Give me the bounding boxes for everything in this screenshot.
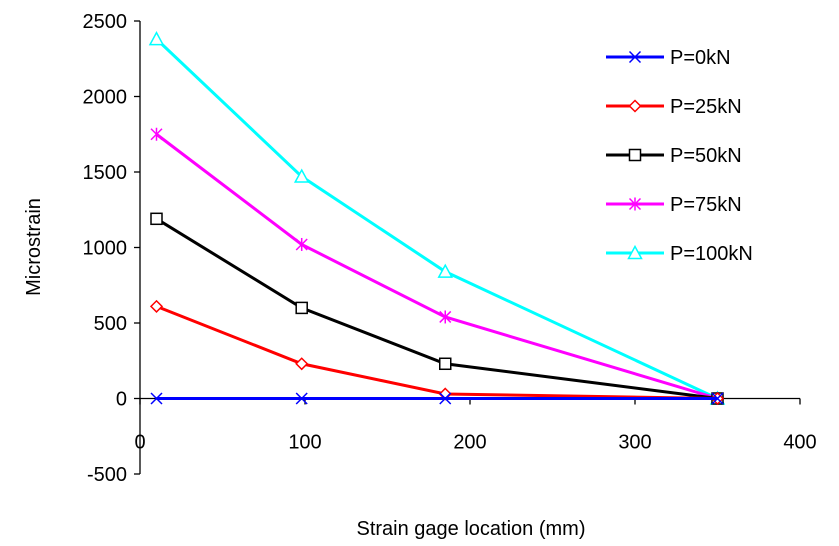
series-line: [155, 38, 719, 400]
y-tick-label: 2000: [83, 87, 128, 109]
data-point: [150, 212, 163, 226]
series-p-100kn: [148, 31, 726, 405]
y-tick-label: 2500: [83, 11, 128, 33]
legend-marker: [628, 197, 642, 211]
y-tick-label: 500: [94, 313, 127, 335]
data-point: [437, 263, 454, 278]
axes: -500 0 500 1000 1500 2000 2500 0 100 200 300 400: [83, 11, 817, 486]
y-tick-label: 1000: [83, 238, 128, 260]
data-point: [149, 299, 164, 313]
legend-item: P=25kN: [606, 96, 742, 118]
legend-label: P=100kN: [670, 243, 753, 265]
data-point: [439, 357, 452, 371]
data-point: [439, 392, 452, 405]
y-tick-label: 0: [116, 389, 127, 411]
legend: P=0kN P=25kN P=50kN P=75kN P=100kN: [606, 47, 753, 265]
x-tick-label: 100: [288, 432, 321, 454]
y-tick-label: 1500: [83, 162, 128, 184]
legend-item: P=75kN: [606, 194, 742, 216]
x-tick-label: 200: [453, 432, 486, 454]
legend-item: P=0kN: [606, 47, 731, 69]
x-axis-title: Strain gage location (mm): [357, 518, 586, 540]
legend-marker: [628, 50, 642, 64]
data-point: [295, 392, 308, 405]
x-tick-label: 300: [618, 432, 651, 454]
series-line: [155, 217, 718, 400]
legend-label: P=75kN: [670, 194, 742, 216]
series-line: [155, 133, 718, 400]
legend-marker: [628, 99, 642, 113]
series-p-0kn: [150, 392, 724, 405]
data-point: [293, 168, 310, 183]
legend-item: P=100kN: [606, 243, 753, 265]
x-tick-label: 0: [134, 432, 145, 454]
y-axis-title: Microstrain: [23, 198, 45, 296]
legend-label: P=0kN: [670, 47, 731, 69]
legend-marker: [627, 244, 643, 260]
data-point: [711, 392, 724, 405]
legend-marker: [628, 148, 642, 162]
data-point: [148, 31, 165, 46]
legend-item: P=50kN: [606, 145, 742, 167]
y-tick-label: -500: [87, 464, 127, 486]
data-point: [295, 237, 308, 251]
data-point: [150, 392, 163, 405]
legend-label: P=50kN: [670, 145, 742, 167]
series-layer: [148, 31, 726, 406]
legend-label: P=25kN: [670, 96, 742, 118]
data-point: [439, 310, 452, 324]
data-point: [295, 357, 309, 371]
x-tick-label: 400: [783, 432, 816, 454]
data-point: [150, 127, 163, 141]
series-line: [155, 304, 718, 400]
data-point: [295, 301, 308, 315]
